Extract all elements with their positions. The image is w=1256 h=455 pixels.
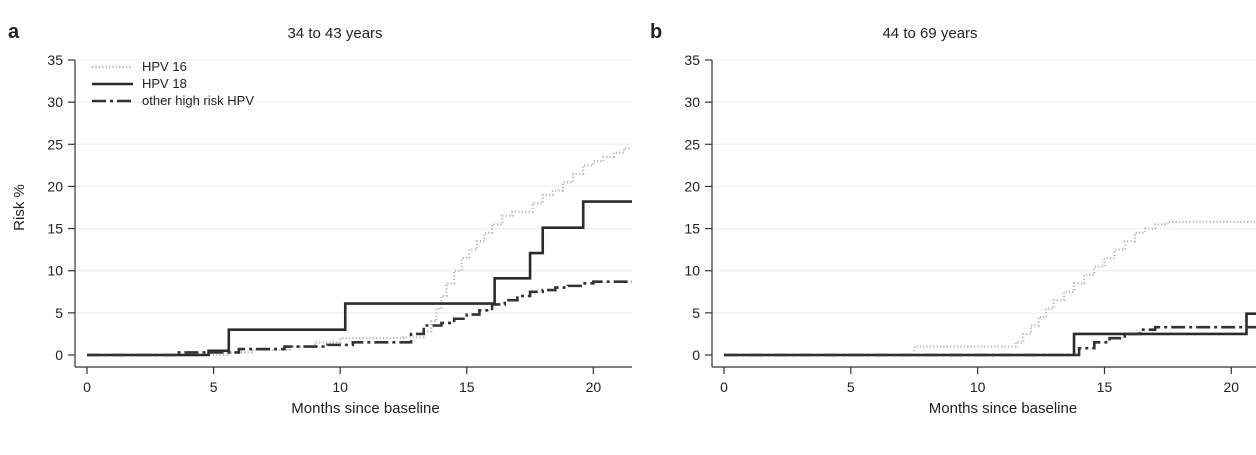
panel-b-y-tick-label: 20 xyxy=(684,178,700,194)
panel-a-series-hpv-18 xyxy=(87,200,632,357)
panel-a-x-axis-label: Months since baseline xyxy=(291,400,439,417)
panel-a-x-tick-label: 20 xyxy=(586,379,602,395)
panel-a-y-tick-label: 25 xyxy=(47,136,63,152)
panel-b-x-tick-label: 10 xyxy=(970,379,986,395)
panel-a-y-tick-label: 15 xyxy=(47,221,63,237)
legend-label: HPV 18 xyxy=(142,76,187,91)
panel-a-x-tick-label: 15 xyxy=(459,379,475,395)
panel-a-x-tick-label: 10 xyxy=(332,379,348,395)
panel-b-x-tick-label: 20 xyxy=(1223,379,1239,395)
panel-a-letter: a xyxy=(8,21,20,43)
panel-b-y-tick-label: 25 xyxy=(684,136,700,152)
panel-b-x-tick-label: 15 xyxy=(1097,379,1113,395)
panel-b-title: 44 to 69 years xyxy=(882,25,977,42)
legend-label: HPV 16 xyxy=(142,59,187,74)
panel-b-y-tick-label: 0 xyxy=(692,347,700,363)
panel-a: 0 5 10 15 20 25 30 35 0 5 10 15 20 Months since basel… xyxy=(8,21,632,417)
panel-b: 0 5 10 15 20 25 30 35 0 5 10 15 20 Months since basel… xyxy=(650,21,1256,417)
panel-a-x-tick-label: 0 xyxy=(83,379,91,395)
panel-b-y-tick-label: 35 xyxy=(684,52,700,68)
panel-a-y-tick-label: 5 xyxy=(55,305,63,321)
panel-a-series-hpv-16 xyxy=(87,147,632,357)
panel-b-y-tick-label: 30 xyxy=(684,94,700,110)
panel-a-y-axis-label: Risk % xyxy=(11,184,28,231)
panel-a-x-tick-label: 5 xyxy=(210,379,218,395)
panel-a-y-tick-label: 10 xyxy=(47,263,63,279)
panel-b-x-tick-label: 5 xyxy=(847,379,855,395)
panel-b-x-axis-label: Months since baseline xyxy=(929,400,1077,417)
panel-a-series-group xyxy=(87,147,632,357)
panel-a-y-tick-label: 35 xyxy=(47,52,63,68)
panel-b-y-tick-label: 5 xyxy=(692,305,700,321)
panel-a-y-tick-label: 30 xyxy=(47,94,63,110)
panel-a-y-tick-label: 20 xyxy=(47,178,63,194)
panel-b-series-hpv-16 xyxy=(724,220,1256,357)
legend-label: other high risk HPV xyxy=(142,93,254,108)
panel-b-series-other-high-risk-hpv xyxy=(724,325,1256,357)
panel-a-legend: HPV 16 HPV 18 other high risk HPV xyxy=(92,59,254,108)
panel-b-series-group xyxy=(724,220,1256,357)
panel-b-series-hpv-18 xyxy=(724,312,1256,357)
panel-a-series-other-high-risk-hpv xyxy=(87,280,632,357)
panel-b-x-tick-label: 0 xyxy=(720,379,728,395)
panel-b-y-tick-label: 10 xyxy=(684,263,700,279)
panel-a-title: 34 to 43 years xyxy=(287,25,382,42)
panel-b-y-tick-label: 15 xyxy=(684,221,700,237)
panel-b-letter: b xyxy=(650,21,662,43)
panel-a-y-tick-label: 0 xyxy=(55,347,63,363)
